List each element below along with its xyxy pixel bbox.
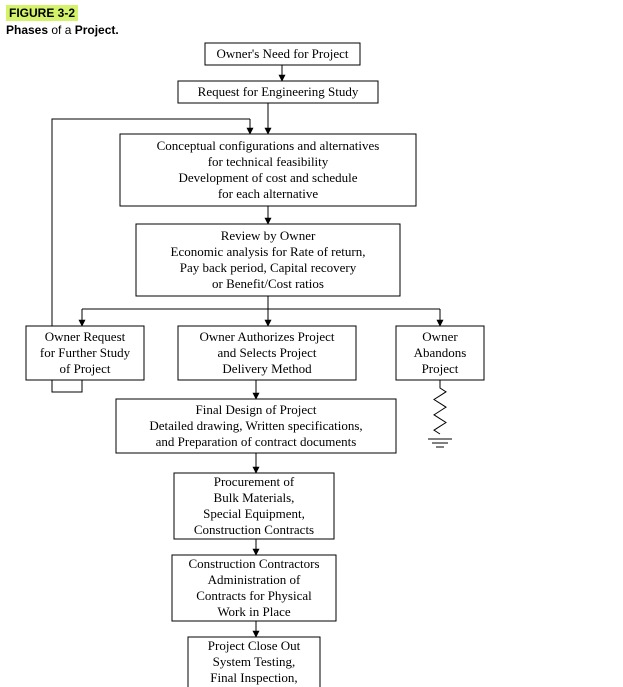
- figure-header: FIGURE 3-2 Phases of a Project.: [0, 0, 623, 39]
- svg-text:Final Inspection,: Final Inspection,: [210, 670, 297, 685]
- node-concept: Conceptual configurations and alternativ…: [120, 134, 416, 206]
- svg-text:Detailed drawing, Written spec: Detailed drawing, Written specifications…: [149, 418, 362, 433]
- project-phases-flowchart: Owner's Need for Project Request for Engi…: [0, 39, 623, 687]
- svg-text:System Testing,: System Testing,: [213, 654, 296, 669]
- svg-text:Conceptual configurations and: Conceptual configurations and alternativ…: [157, 138, 380, 153]
- svg-text:or Benefit/Cost ratios: or Benefit/Cost ratios: [212, 276, 324, 291]
- figure-label: FIGURE 3-2: [6, 5, 78, 21]
- figure-caption: Phases of a Project.: [6, 23, 617, 37]
- node-further: Owner Requestfor Further Studyof Project: [26, 326, 144, 380]
- caption-mid: of a: [48, 23, 75, 37]
- svg-text:Project Close Out: Project Close Out: [208, 638, 301, 653]
- node-construct: Construction ContractorsAdministration o…: [172, 555, 336, 621]
- node-procure: Procurement ofBulk Materials,Special Equ…: [174, 473, 334, 539]
- svg-text:of Project: of Project: [60, 361, 111, 376]
- svg-text:Contracts for Physical: Contracts for Physical: [196, 588, 312, 603]
- svg-text:Owner Authorizes Project: Owner Authorizes Project: [199, 329, 334, 344]
- svg-text:Request for Engineering Study: Request for Engineering Study: [198, 84, 359, 99]
- node-final: Final Design of ProjectDetailed drawing,…: [116, 399, 396, 453]
- svg-text:Development of cost and schedu: Development of cost and schedule: [178, 170, 357, 185]
- svg-text:Final Design of Project: Final Design of Project: [196, 402, 317, 417]
- svg-text:Special Equipment,: Special Equipment,: [203, 506, 305, 521]
- node-abandon: OwnerAbandonsProject: [396, 326, 484, 380]
- svg-text:Delivery Method: Delivery Method: [222, 361, 312, 376]
- caption-bold-2: Project.: [75, 23, 119, 37]
- svg-text:Owner Request: Owner Request: [45, 329, 126, 344]
- svg-text:Owner's Need for Project: Owner's Need for Project: [217, 46, 349, 61]
- svg-text:for each alternative: for each alternative: [218, 186, 319, 201]
- node-need: Owner's Need for Project: [205, 43, 360, 65]
- svg-text:Procurement of: Procurement of: [214, 474, 295, 489]
- svg-text:Construction Contractors: Construction Contractors: [188, 556, 319, 571]
- svg-text:and Selects Project: and Selects Project: [218, 345, 317, 360]
- svg-text:for Further Study: for Further Study: [40, 345, 131, 360]
- caption-bold-1: Phases: [6, 23, 48, 37]
- svg-text:Administration of: Administration of: [208, 572, 301, 587]
- svg-text:Bulk Materials,: Bulk Materials,: [214, 490, 295, 505]
- node-authorize: Owner Authorizes Projectand Selects Proj…: [178, 326, 356, 380]
- svg-text:Work in Place: Work in Place: [217, 604, 291, 619]
- svg-text:Review by Owner: Review by Owner: [221, 228, 316, 243]
- svg-text:Economic analysis for Rate of: Economic analysis for Rate of return,: [171, 244, 366, 259]
- svg-text:and Preparation of contract do: and Preparation of contract documents: [156, 434, 357, 449]
- svg-text:Abandons: Abandons: [414, 345, 467, 360]
- svg-text:Owner: Owner: [422, 329, 458, 344]
- svg-text:Construction Contracts: Construction Contracts: [194, 522, 314, 537]
- node-request: Request for Engineering Study: [178, 81, 378, 103]
- node-closeout: Project Close OutSystem Testing,Final In…: [188, 637, 320, 687]
- svg-text:Project: Project: [422, 361, 459, 376]
- svg-text:for technical feasibility: for technical feasibility: [208, 154, 329, 169]
- svg-text:Pay back period, Capital recov: Pay back period, Capital recovery: [180, 260, 357, 275]
- node-review: Review by OwnerEconomic analysis for Rat…: [136, 224, 400, 296]
